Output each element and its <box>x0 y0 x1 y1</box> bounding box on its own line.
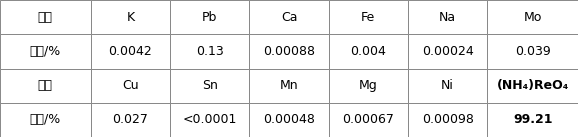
Bar <box>0 103 91 137</box>
Bar <box>408 68 487 103</box>
Text: Ni: Ni <box>441 79 454 92</box>
Text: Ca: Ca <box>281 11 297 24</box>
Bar <box>329 34 408 68</box>
Bar <box>249 34 329 68</box>
Bar <box>170 34 249 68</box>
Text: 0.00024: 0.00024 <box>422 45 473 58</box>
Bar <box>170 103 249 137</box>
Bar <box>329 68 408 103</box>
Text: 0.027: 0.027 <box>113 113 149 126</box>
Bar <box>0 0 91 34</box>
Bar <box>487 68 578 103</box>
Bar <box>408 103 487 137</box>
Text: 0.00088: 0.00088 <box>263 45 315 58</box>
Bar <box>249 0 329 34</box>
Text: 成分: 成分 <box>38 11 53 24</box>
Text: 0.00098: 0.00098 <box>422 113 473 126</box>
Text: 0.00067: 0.00067 <box>342 113 394 126</box>
Bar <box>0 68 91 103</box>
Text: K: K <box>127 11 135 24</box>
Bar <box>249 68 329 103</box>
Text: Cu: Cu <box>122 79 139 92</box>
Text: 0.00048: 0.00048 <box>263 113 315 126</box>
Bar <box>487 103 578 137</box>
Text: 含量/%: 含量/% <box>29 113 61 126</box>
Text: 成分: 成分 <box>38 79 53 92</box>
Text: Mo: Mo <box>524 11 542 24</box>
Text: 0.039: 0.039 <box>515 45 550 58</box>
Text: Mn: Mn <box>280 79 298 92</box>
Text: 0.0042: 0.0042 <box>109 45 152 58</box>
Bar <box>91 34 170 68</box>
Bar <box>170 68 249 103</box>
Bar <box>91 103 170 137</box>
Text: 0.004: 0.004 <box>350 45 386 58</box>
Text: Mg: Mg <box>359 79 377 92</box>
Text: Fe: Fe <box>361 11 376 24</box>
Bar <box>408 0 487 34</box>
Text: Sn: Sn <box>202 79 218 92</box>
Text: 含量/%: 含量/% <box>29 45 61 58</box>
Bar <box>170 0 249 34</box>
Bar <box>487 34 578 68</box>
Text: Na: Na <box>439 11 456 24</box>
Text: <0.0001: <0.0001 <box>183 113 237 126</box>
Bar <box>91 68 170 103</box>
Bar <box>329 103 408 137</box>
Bar <box>329 0 408 34</box>
Bar <box>487 0 578 34</box>
Bar <box>408 34 487 68</box>
Text: 0.13: 0.13 <box>196 45 224 58</box>
Text: Pb: Pb <box>202 11 217 24</box>
Bar <box>249 103 329 137</box>
Text: (NH₄)ReO₄: (NH₄)ReO₄ <box>497 79 569 92</box>
Bar <box>0 34 91 68</box>
Text: 99.21: 99.21 <box>513 113 553 126</box>
Bar <box>91 0 170 34</box>
